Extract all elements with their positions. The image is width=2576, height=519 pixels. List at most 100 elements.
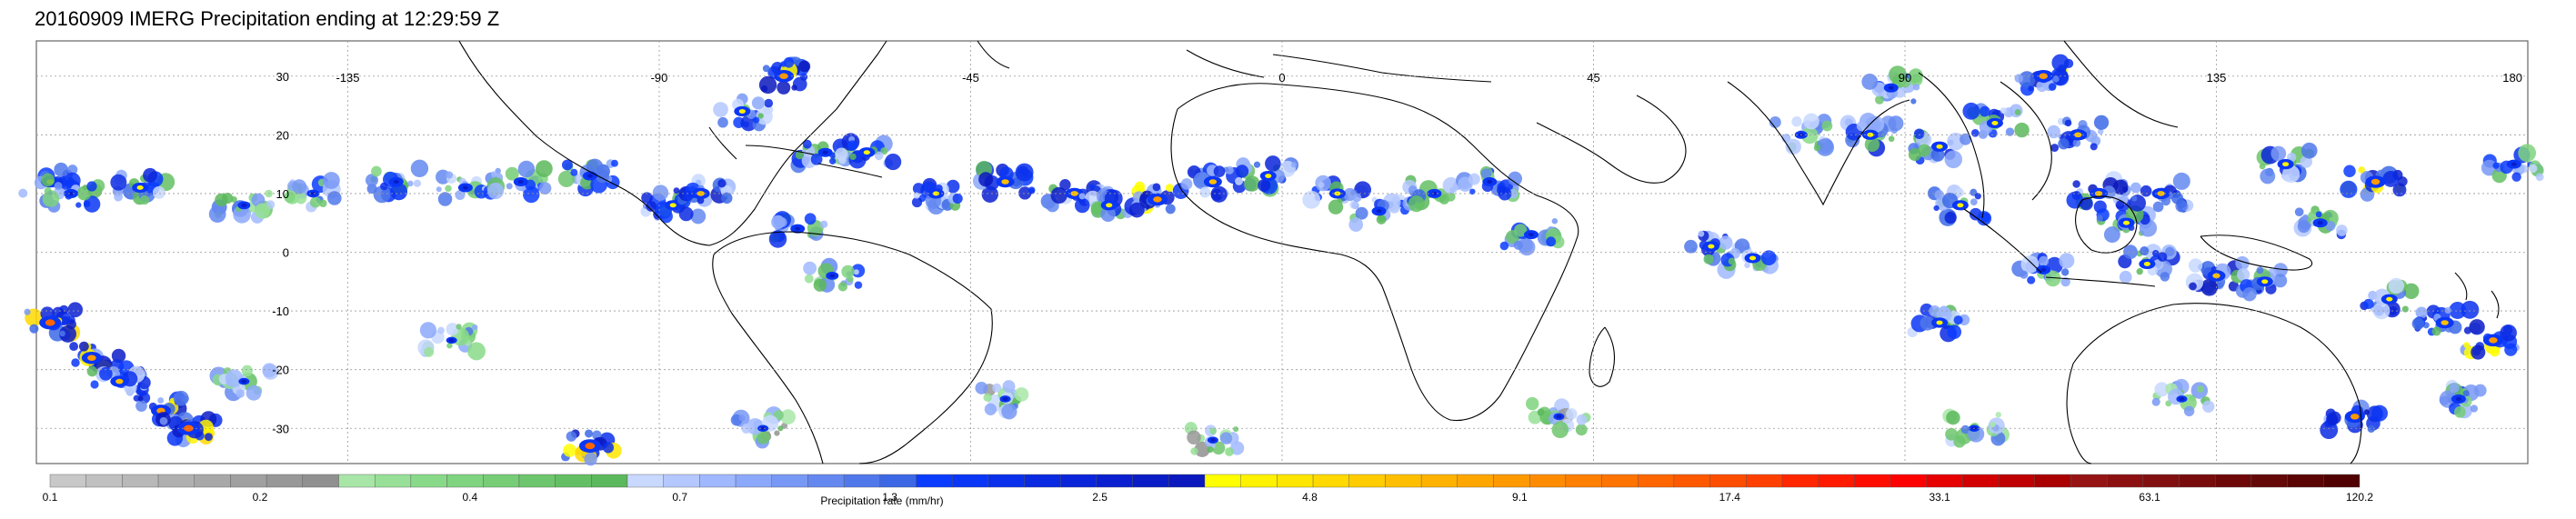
colorbar-segment xyxy=(2179,474,2216,488)
coastline-pacific-islands xyxy=(2454,272,2500,319)
colorbar-segment xyxy=(771,474,808,488)
lon-tick-label: 45 xyxy=(1587,71,1599,85)
coastline-java xyxy=(2045,276,2156,287)
lat-tick-label: 10 xyxy=(276,187,289,201)
colorbar-segment xyxy=(843,474,881,488)
precip-cell xyxy=(209,363,279,402)
colorbar-segment xyxy=(2287,474,2324,488)
colorbar-segment xyxy=(555,474,592,488)
precip-cell xyxy=(2047,115,2110,153)
colorbar-segment xyxy=(1529,474,1567,488)
colorbar-segment xyxy=(230,474,267,488)
colorbar-segment xyxy=(2034,474,2071,488)
precip-cell xyxy=(1184,422,1245,457)
precip-cell xyxy=(561,429,622,466)
precip-cell xyxy=(2439,379,2487,419)
precip-cell xyxy=(1907,303,1970,343)
colorbar: 0.1 0.2 0.4 0.7 1.3 2.5 4.8 9.1 17.4 33.1 63.1 120.… xyxy=(43,474,2374,507)
precip-cell xyxy=(2411,300,2480,336)
precip-cell xyxy=(1348,193,1409,232)
coastline-sumatra xyxy=(1963,208,2042,274)
precip-cell xyxy=(975,380,1029,420)
colorbar-segment xyxy=(194,474,231,488)
colorbar-title: Precipitation rate (mm/hr) xyxy=(820,494,943,507)
colorbar-segment xyxy=(1240,474,1278,488)
colorbar-segment xyxy=(1493,474,1530,488)
colorbar-segment xyxy=(1096,474,1133,488)
precip-cell xyxy=(803,257,866,293)
colorbar-segment xyxy=(2142,474,2180,488)
colorbar-segment xyxy=(1060,474,1098,488)
colorbar-segment xyxy=(1818,474,1855,488)
colorbar-tick-label: 0.7 xyxy=(672,491,687,504)
precip-cell xyxy=(365,159,429,204)
lat-tick-label: 30 xyxy=(276,70,289,84)
colorbar-tick-label: 1.3 xyxy=(882,491,897,504)
colorbar-segment xyxy=(483,474,520,488)
precip-cell xyxy=(2481,144,2544,184)
precip-cell xyxy=(673,174,737,207)
precip-cell xyxy=(1861,65,1923,105)
precip-cell xyxy=(1499,217,1565,256)
coastline-south-america xyxy=(712,231,993,464)
map-title: 20160909 IMERG Precipitation ending at 1… xyxy=(35,7,500,30)
precip-cell xyxy=(110,167,175,205)
coastline-arabia xyxy=(1536,95,1687,184)
precip-cell xyxy=(2256,142,2318,185)
precip-cell xyxy=(1128,181,1189,218)
lat-tick-label: -10 xyxy=(272,304,289,318)
precip-cell xyxy=(730,406,796,449)
colorbar-segment xyxy=(338,474,376,488)
precip-cell xyxy=(284,172,342,213)
colorbar-segments xyxy=(49,474,2360,488)
precip-cell xyxy=(2320,399,2389,439)
lat-tick-label: 0 xyxy=(283,246,289,260)
colorbar-segment xyxy=(807,474,845,488)
precip-cell xyxy=(417,322,486,361)
colorbar-segment xyxy=(1132,474,1169,488)
latitude-labels: 30 20 10 0 -10 -20 -30 xyxy=(272,70,289,436)
colorbar-segment xyxy=(879,474,917,488)
colorbar-segment xyxy=(49,474,86,488)
precip-cell xyxy=(69,341,126,377)
colorbar-segment xyxy=(1204,474,1241,488)
precip-cell xyxy=(2151,378,2215,417)
colorbar-segment xyxy=(951,474,989,488)
coastlines xyxy=(458,40,2500,464)
lon-tick-label: -45 xyxy=(962,71,979,85)
colorbar-segment xyxy=(1420,474,1458,488)
precip-cell xyxy=(1962,102,2030,139)
colorbar-segment xyxy=(266,474,304,488)
precip-cell xyxy=(2014,54,2074,96)
precip-cell xyxy=(2340,165,2408,202)
precip-cell xyxy=(1927,184,1992,226)
colorbar-tick-label: 33.1 xyxy=(1929,491,1951,504)
colorbar-segment xyxy=(1348,474,1386,488)
colorbar-segment xyxy=(410,474,447,488)
colorbar-segment xyxy=(2323,474,2360,488)
precip-cell xyxy=(972,161,1036,203)
colorbar-segment xyxy=(987,474,1025,488)
colorbar-tick-label: 63.1 xyxy=(2139,491,2160,504)
coastline-east-asia xyxy=(2063,40,2179,128)
precip-cell xyxy=(758,56,811,95)
colorbar-tick-labels: 0.1 0.2 0.4 0.7 1.3 2.5 4.8 9.1 17.4 33.1 63.1 120.… xyxy=(43,491,2374,504)
colorbar-segment xyxy=(1889,474,1927,488)
colorbar-segment xyxy=(1312,474,1349,488)
colorbar-segment xyxy=(2106,474,2144,488)
precip-cell xyxy=(2096,205,2158,244)
colorbar-segment xyxy=(1998,474,2036,488)
colorbar-segment xyxy=(663,474,700,488)
colorbar-segment xyxy=(591,474,628,488)
colorbar-segment xyxy=(626,474,664,488)
lon-tick-label: -135 xyxy=(336,71,359,85)
precip-cell xyxy=(208,189,276,224)
precip-cell xyxy=(2011,252,2075,287)
colorbar-segment xyxy=(302,474,339,488)
colorbar-tick-label: 4.8 xyxy=(1302,491,1318,504)
precip-cell xyxy=(1839,112,1904,157)
colorbar-segment xyxy=(1385,474,1422,488)
colorbar-segment xyxy=(518,474,556,488)
colorbar-segment xyxy=(157,474,195,488)
